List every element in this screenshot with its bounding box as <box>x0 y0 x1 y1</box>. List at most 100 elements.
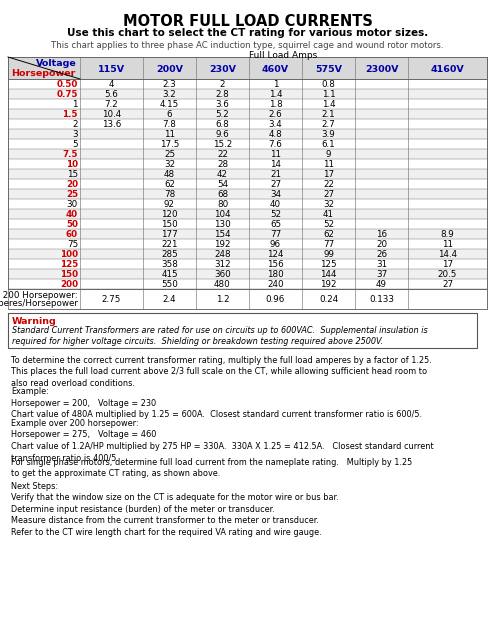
Text: 17.5: 17.5 <box>160 140 179 149</box>
Text: 7.6: 7.6 <box>269 140 282 149</box>
Text: 104: 104 <box>214 210 231 219</box>
Bar <box>8 109 487 119</box>
Bar <box>8 269 487 279</box>
Text: 460V: 460V <box>262 65 289 74</box>
Text: 80: 80 <box>217 200 228 209</box>
Text: 3.4: 3.4 <box>269 120 282 129</box>
Text: 2: 2 <box>220 80 225 89</box>
Text: 1: 1 <box>273 80 278 89</box>
Text: 26: 26 <box>376 250 387 259</box>
Text: For single phase motors, determine full load current from the nameplate rating. : For single phase motors, determine full … <box>11 458 412 479</box>
Text: 42: 42 <box>217 170 228 179</box>
Text: 3.6: 3.6 <box>216 100 229 109</box>
Text: 20: 20 <box>376 240 387 249</box>
Text: 22: 22 <box>323 180 334 189</box>
Text: 60: 60 <box>66 230 78 239</box>
Text: 99: 99 <box>323 250 334 259</box>
Bar <box>8 239 487 249</box>
Text: Next Steps:
Verify that the window size on the CT is adequate for the motor wire: Next Steps: Verify that the window size … <box>11 482 339 537</box>
Text: Example:
Horsepower = 200,   Voltage = 230
Chart value of 480A multiplied by 1.2: Example: Horsepower = 200, Voltage = 230… <box>11 387 422 419</box>
Text: 37: 37 <box>376 270 387 279</box>
Text: 312: 312 <box>214 260 231 269</box>
Text: 11: 11 <box>270 150 281 159</box>
Text: 14.4: 14.4 <box>438 250 457 259</box>
Text: 2: 2 <box>72 120 78 129</box>
Text: Full Load Amps: Full Load Amps <box>249 51 318 60</box>
Text: 180: 180 <box>267 270 284 279</box>
Text: 77: 77 <box>270 230 281 239</box>
Text: 2.6: 2.6 <box>269 110 282 119</box>
Text: 50: 50 <box>66 220 78 229</box>
Text: 285: 285 <box>161 250 178 259</box>
Text: 130: 130 <box>214 220 231 229</box>
Text: 7.5: 7.5 <box>62 150 78 159</box>
Text: 32: 32 <box>164 160 175 169</box>
Bar <box>8 259 487 269</box>
Text: 150: 150 <box>60 270 78 279</box>
Text: 2.75: 2.75 <box>102 295 121 304</box>
Text: 21: 21 <box>270 170 281 179</box>
Text: 14: 14 <box>270 160 281 169</box>
Text: 124: 124 <box>267 250 284 259</box>
Bar <box>8 199 487 209</box>
Text: 68: 68 <box>217 190 228 199</box>
Text: 62: 62 <box>164 180 175 189</box>
Bar <box>8 129 487 139</box>
Text: 96: 96 <box>270 240 281 249</box>
Text: 30: 30 <box>67 200 78 209</box>
Text: 3: 3 <box>72 130 78 139</box>
Text: 0.96: 0.96 <box>266 295 285 304</box>
Text: 7.8: 7.8 <box>162 120 176 129</box>
Text: 15.2: 15.2 <box>213 140 232 149</box>
Text: 13.6: 13.6 <box>102 120 121 129</box>
Text: 52: 52 <box>270 210 281 219</box>
Bar <box>8 289 487 309</box>
Text: Horsepower: Horsepower <box>11 69 75 78</box>
Bar <box>8 279 487 289</box>
Text: 5.2: 5.2 <box>216 110 229 119</box>
Text: 6: 6 <box>167 110 172 119</box>
Text: 144: 144 <box>320 270 337 279</box>
Text: 11: 11 <box>442 240 453 249</box>
Text: 2.4: 2.4 <box>163 295 176 304</box>
Bar <box>8 229 487 239</box>
Text: 20.5: 20.5 <box>438 270 457 279</box>
Text: 40: 40 <box>66 210 78 219</box>
Text: approximate Amperes/Horsepower: approximate Amperes/Horsepower <box>0 300 78 308</box>
Text: 32: 32 <box>323 200 334 209</box>
Text: 120: 120 <box>161 210 178 219</box>
Text: 1.5: 1.5 <box>62 110 78 119</box>
Text: 221: 221 <box>161 240 178 249</box>
Bar <box>8 249 487 259</box>
Text: 40: 40 <box>270 200 281 209</box>
Text: 92: 92 <box>164 200 175 209</box>
Text: Standard Current Transformers are rated for use on circuits up to 600VAC.  Suppl: Standard Current Transformers are rated … <box>12 326 428 346</box>
Bar <box>8 159 487 169</box>
Text: 27: 27 <box>442 280 453 289</box>
Text: 177: 177 <box>161 230 178 239</box>
Text: 1.2: 1.2 <box>216 295 229 304</box>
Text: Example over 200 horsepower:
Horsepower = 275,   Voltage = 460
Chart value of 1.: Example over 200 horsepower: Horsepower … <box>11 419 434 462</box>
Text: 6.1: 6.1 <box>322 140 335 149</box>
Text: 1.4: 1.4 <box>269 90 282 99</box>
Text: 15: 15 <box>67 170 78 179</box>
Bar <box>8 219 487 229</box>
Text: 575V: 575V <box>315 65 342 74</box>
Text: 2300V: 2300V <box>365 65 398 74</box>
Text: 4: 4 <box>109 80 114 89</box>
Text: 31: 31 <box>376 260 387 269</box>
Text: 248: 248 <box>214 250 231 259</box>
Bar <box>8 79 487 89</box>
Bar <box>8 89 487 99</box>
Text: 415: 415 <box>161 270 178 279</box>
Text: 9.6: 9.6 <box>216 130 229 139</box>
Text: 240: 240 <box>267 280 284 289</box>
Text: 1.8: 1.8 <box>269 100 282 109</box>
Text: 1.4: 1.4 <box>322 100 335 109</box>
Text: 100: 100 <box>60 250 78 259</box>
Text: 200: 200 <box>60 280 78 289</box>
Text: 65: 65 <box>270 220 281 229</box>
Text: 11: 11 <box>164 130 175 139</box>
Text: 2.8: 2.8 <box>216 90 229 99</box>
Text: 20: 20 <box>66 180 78 189</box>
